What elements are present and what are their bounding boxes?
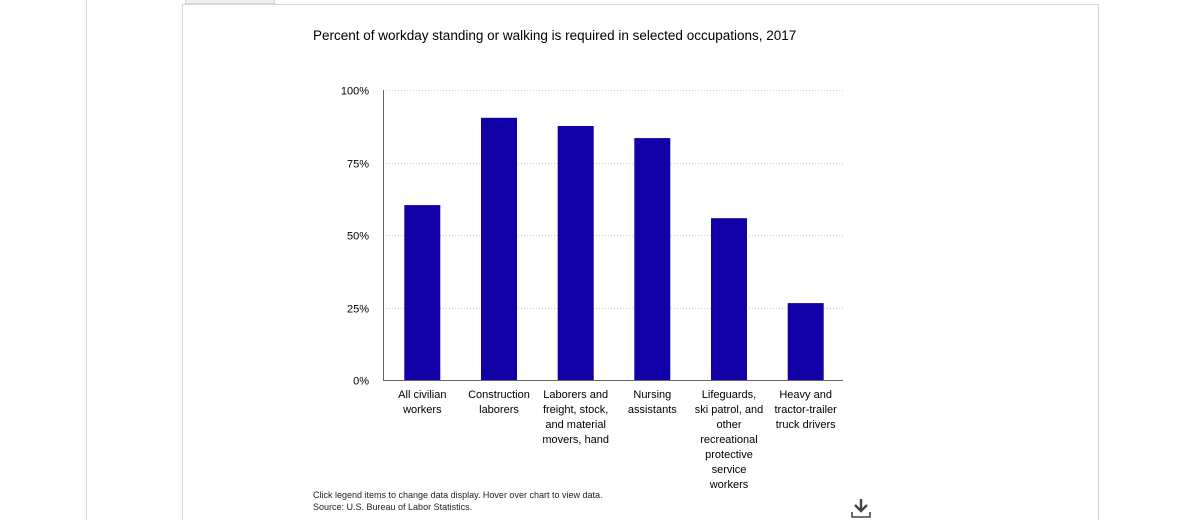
y-tick-label: 100%	[341, 86, 369, 98]
x-category-label-line: Laborers and	[543, 389, 609, 401]
chart-title: Percent of workday standing or walking i…	[313, 28, 797, 43]
bar[interactable]	[404, 205, 441, 380]
x-category-label-line: movers, hand	[542, 434, 609, 446]
y-tick-label: 25%	[347, 304, 369, 316]
chart-hint: Click legend items to change data displa…	[313, 490, 603, 500]
x-category-label-line: workers	[403, 404, 442, 416]
x-category-label-line: workers	[709, 479, 749, 491]
x-category-label-line: All civilian	[398, 389, 447, 401]
tab-stub[interactable]	[185, 0, 275, 4]
x-category-label-line: Nursing	[633, 389, 672, 401]
x-category-label: All civilian workers	[380, 388, 464, 418]
y-tick-label: 50%	[347, 231, 369, 243]
x-category-label-line: assistants	[627, 404, 677, 416]
download-icon[interactable]	[849, 497, 873, 519]
x-category-label-line: Heavy and	[779, 389, 832, 401]
bar[interactable]	[557, 126, 594, 380]
left-divider	[86, 0, 87, 520]
x-category-label: Heavy and tractor-trailer truck drivers	[764, 388, 848, 433]
x-category-label-line: recreational	[700, 434, 758, 446]
x-category-label-line: truck drivers	[775, 419, 836, 431]
x-category-label-line: service	[711, 464, 747, 476]
x-category-label-line: ski patrol, and	[694, 404, 764, 416]
x-category-label-line: and material	[545, 419, 606, 431]
x-category-label: Lifeguards, ski patrol, and other recreatio…	[687, 388, 771, 493]
x-category-label: Laborers and freight, stock, and material m…	[534, 388, 618, 448]
x-category-label-line: protective	[705, 449, 753, 461]
x-category-label-line: Construction	[468, 389, 530, 401]
x-category-label: Construction laborers	[457, 388, 541, 418]
bar[interactable]	[711, 218, 747, 380]
x-category-label-line: freight, stock,	[542, 404, 609, 416]
bar[interactable]	[787, 303, 824, 380]
bar[interactable]	[634, 138, 671, 380]
x-category-label-line: tractor-trailer	[774, 404, 837, 416]
y-tick-label: 0%	[353, 376, 369, 388]
bar[interactable]	[481, 117, 517, 381]
x-category-label-line: laborers	[479, 404, 519, 416]
x-category-label-line: other	[716, 419, 742, 431]
x-category-label: Nursing assistants	[610, 388, 694, 418]
x-category-label-line: Lifeguards,	[701, 389, 757, 401]
chart-source: Source: U.S. Bureau of Labor Statistics.	[313, 502, 473, 512]
y-tick-label: 75%	[347, 159, 369, 171]
